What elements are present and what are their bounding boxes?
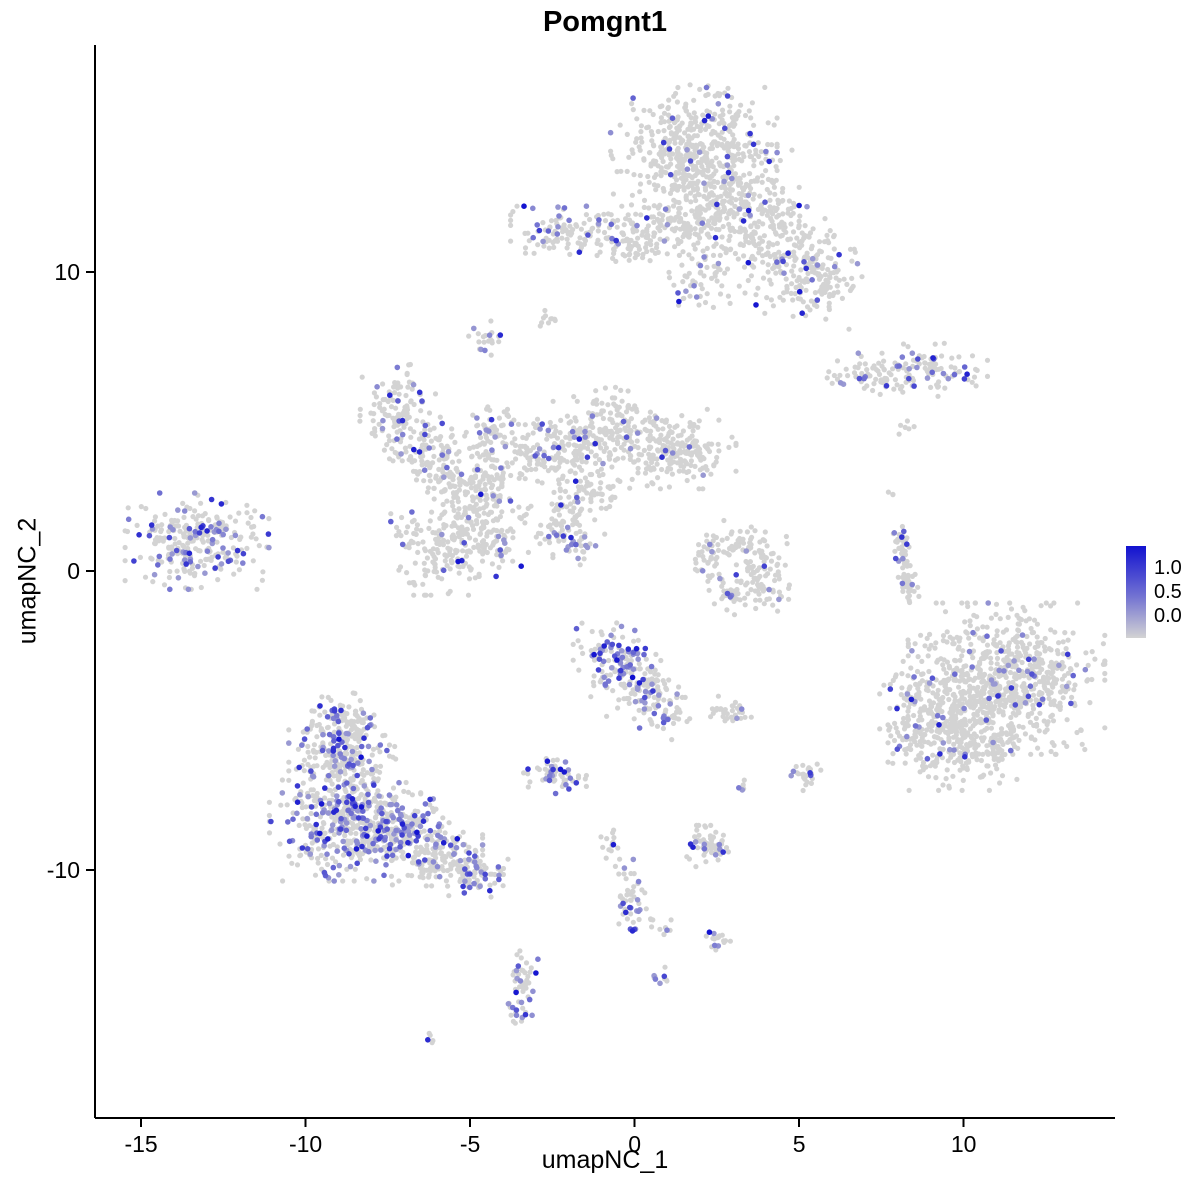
y-tick-label: -10 (47, 857, 80, 883)
umap-points-background (122, 82, 1108, 1046)
x-tick-label: 0 (628, 1131, 641, 1157)
legend-tick-label-low: 0.0 (1154, 605, 1182, 627)
page-title: Pomgnt1 (542, 6, 668, 38)
axes: -15 -10 -5 0 5 10 10 0 -10 (47, 45, 1115, 1157)
legend-tick-label-mid: 0.5 (1154, 581, 1182, 603)
x-tick-label: -5 (460, 1131, 480, 1157)
legend: 1.0 0.5 0.0 (1124, 540, 1200, 650)
y-axis-title: umapNC_2 (13, 517, 42, 645)
x-axis-title: umapNC_1 (541, 1146, 669, 1174)
legend-gradient-bar (1126, 546, 1146, 638)
legend-tick-label-high: 1.0 (1154, 557, 1182, 579)
x-tick-label: 5 (793, 1131, 806, 1157)
y-tick-label: 10 (54, 259, 80, 285)
y-tick-label: 0 (67, 558, 80, 584)
x-tick-label: -10 (289, 1131, 322, 1157)
x-tick-label: -15 (124, 1131, 157, 1157)
umap-points-expressing (125, 84, 1089, 1043)
x-tick-label: 10 (951, 1131, 977, 1157)
